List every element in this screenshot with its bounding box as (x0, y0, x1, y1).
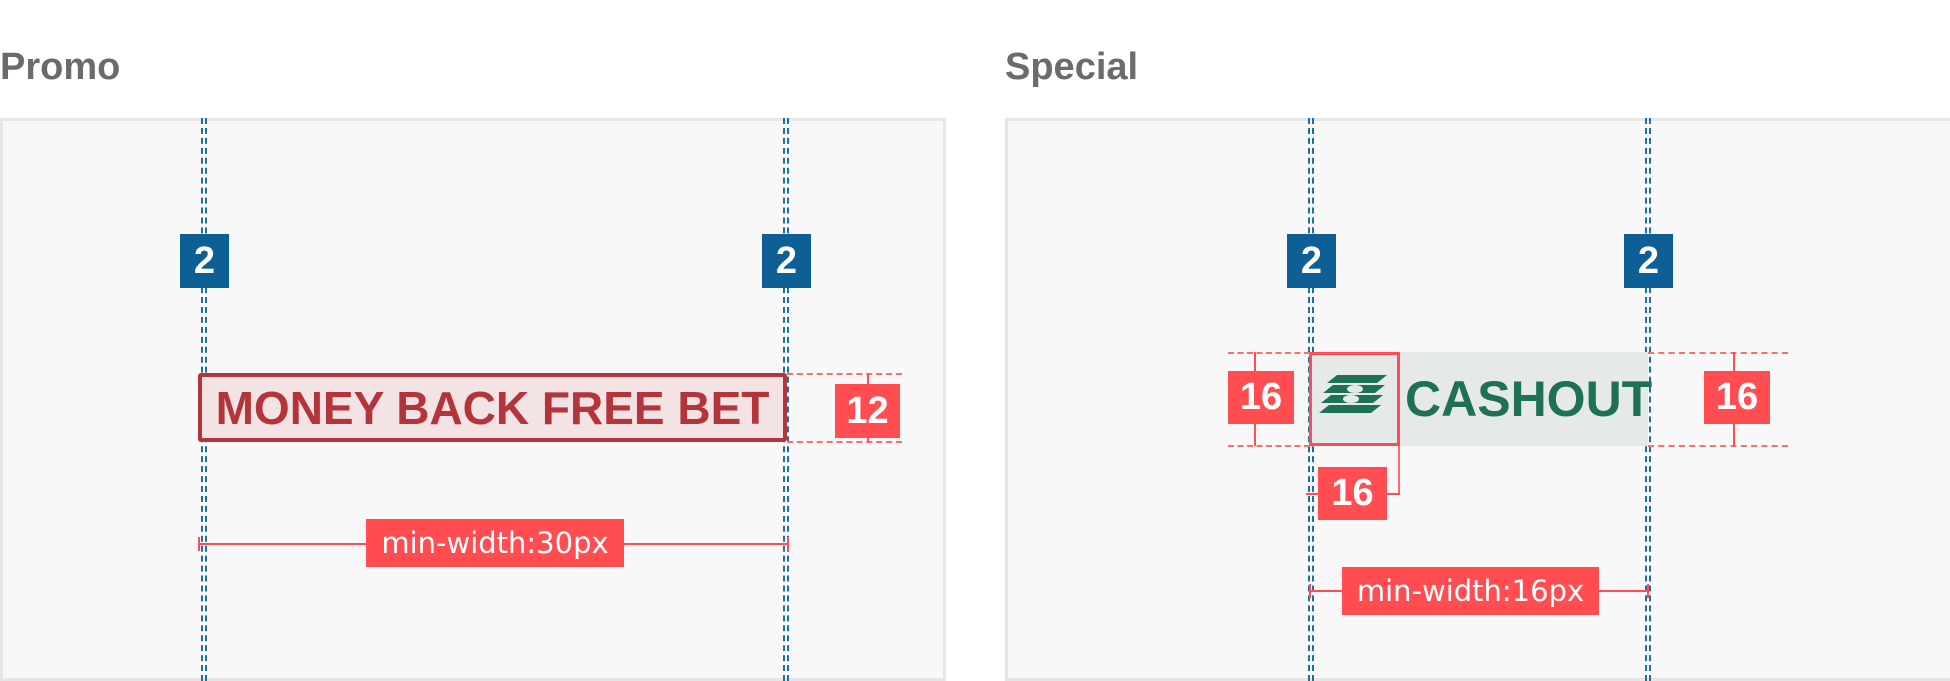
cash-stack-icon (1317, 373, 1393, 426)
special-right-height-bottom-guide (1648, 445, 1788, 447)
special-left-height-top-guide (1228, 352, 1310, 354)
special-icon-size-badge: 16 (1318, 467, 1387, 520)
special-left-height-badge: 16 (1228, 371, 1294, 424)
promo-height-top-guide (787, 373, 902, 375)
special-left-height-bottom-guide (1228, 445, 1310, 447)
promo-tag: MONEY BACK FREE BET (198, 373, 787, 442)
promo-height-badge: 12 (835, 384, 900, 438)
promo-min-width-right-tick (787, 537, 789, 551)
special-icon-size-guide (1398, 446, 1400, 494)
special-min-width-label: min-width:16px (1342, 567, 1599, 615)
special-tag-label: CASHOUT (1405, 371, 1653, 427)
special-section-title: Special (1005, 46, 1139, 88)
promo-height-bottom-guide (787, 441, 902, 443)
promo-min-width-left-tick (198, 537, 200, 551)
special-right-height-badge: 16 (1704, 371, 1770, 424)
promo-min-width-label: min-width:30px (366, 519, 624, 567)
special-right-height-top-guide (1648, 352, 1788, 354)
special-min-width-left-tick (1309, 584, 1311, 598)
special-icon-frame (1309, 352, 1400, 446)
promo-right-spacing-badge: 2 (762, 234, 811, 288)
special-left-spacing-badge: 2 (1287, 234, 1336, 288)
special-right-spacing-badge: 2 (1624, 234, 1673, 288)
promo-left-spacing-badge: 2 (180, 234, 229, 288)
special-min-width-right-tick (1647, 584, 1649, 598)
promo-section-title: Promo (0, 46, 121, 88)
promo-tag-label: MONEY BACK FREE BET (215, 381, 770, 434)
